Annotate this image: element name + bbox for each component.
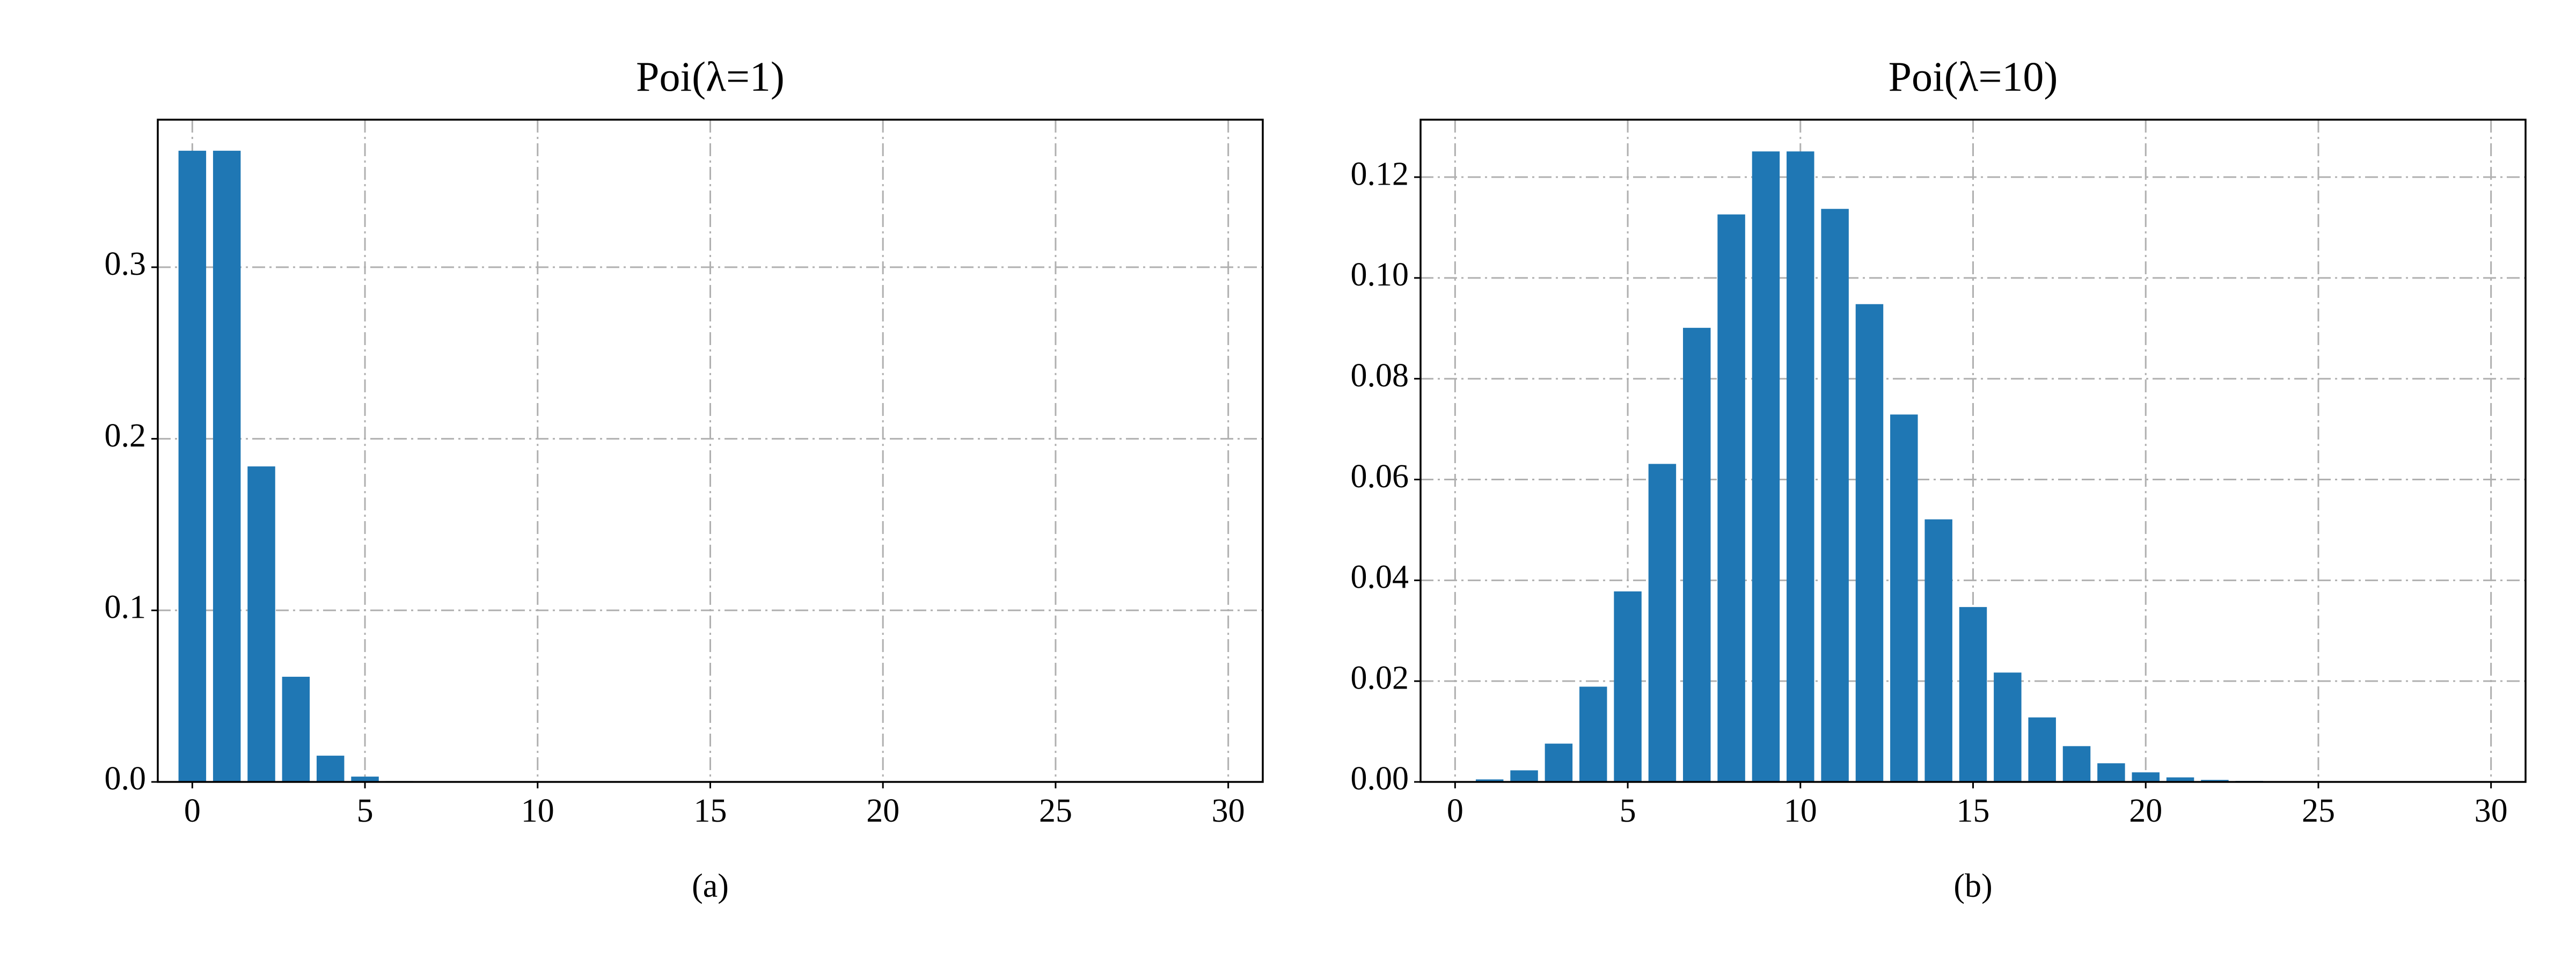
bar xyxy=(2132,772,2160,782)
x-tick-label: 25 xyxy=(1039,793,1072,829)
x-tick-label: 30 xyxy=(2475,793,2508,829)
bar xyxy=(1752,151,1780,782)
bar xyxy=(247,466,275,782)
x-tick-label: 5 xyxy=(357,793,374,829)
bar xyxy=(1717,214,1745,782)
bar xyxy=(1545,743,1573,782)
bar xyxy=(1890,414,1918,782)
bar xyxy=(2028,717,2056,782)
x-tick-label: 15 xyxy=(694,793,727,829)
bar xyxy=(2201,780,2229,782)
x-axis-label: (a) xyxy=(692,868,729,904)
bar xyxy=(1924,519,1952,782)
bar xyxy=(1821,209,1849,782)
bar xyxy=(1475,779,1504,782)
y-tick-label: 0.0 xyxy=(105,760,147,797)
x-tick-label: 5 xyxy=(1620,793,1636,829)
x-tick-label: 15 xyxy=(1957,793,1990,829)
x-axis-label: (b) xyxy=(1953,868,1992,904)
bar xyxy=(2166,777,2194,782)
bar xyxy=(213,150,241,782)
bar xyxy=(1579,686,1607,782)
bar xyxy=(1787,151,1814,782)
bar xyxy=(1855,304,1884,782)
x-tick-label: 10 xyxy=(1784,793,1817,829)
y-tick-label: 0.3 xyxy=(105,246,147,282)
y-tick-label: 0.06 xyxy=(1351,458,1409,495)
chart-title: Poi(λ=1) xyxy=(636,53,785,100)
x-tick-label: 30 xyxy=(1212,793,1245,829)
y-tick-label: 0.08 xyxy=(1351,357,1409,394)
axes-frame xyxy=(1419,119,2527,783)
x-tick-label: 0 xyxy=(1447,793,1463,829)
bar xyxy=(282,677,310,782)
y-tick-label: 0.12 xyxy=(1351,156,1409,192)
x-tick-label: 25 xyxy=(2302,793,2335,829)
bar xyxy=(1614,591,1642,782)
axes-frame xyxy=(157,119,1264,783)
bar xyxy=(1510,770,1538,782)
y-tick-label: 0.1 xyxy=(105,589,147,626)
bar xyxy=(1683,327,1711,782)
x-tick-label: 0 xyxy=(184,793,201,829)
bar xyxy=(316,756,345,782)
y-tick-label: 0.04 xyxy=(1351,559,1409,596)
x-tick-label: 20 xyxy=(2129,793,2162,829)
bar xyxy=(351,777,379,782)
bar xyxy=(1959,607,1987,782)
y-tick-label: 0.02 xyxy=(1351,660,1409,696)
x-tick-label: 20 xyxy=(866,793,899,829)
y-tick-label: 0.2 xyxy=(105,418,147,454)
chart-title: Poi(λ=10) xyxy=(1889,53,2058,100)
y-tick-label: 0.00 xyxy=(1351,760,1409,797)
bar xyxy=(2097,763,2125,782)
x-tick-label: 10 xyxy=(521,793,554,829)
y-tick-label: 0.10 xyxy=(1351,257,1409,293)
bar xyxy=(2062,746,2091,782)
bar xyxy=(1994,672,2022,782)
bar xyxy=(1648,464,1677,782)
bar xyxy=(178,150,207,782)
